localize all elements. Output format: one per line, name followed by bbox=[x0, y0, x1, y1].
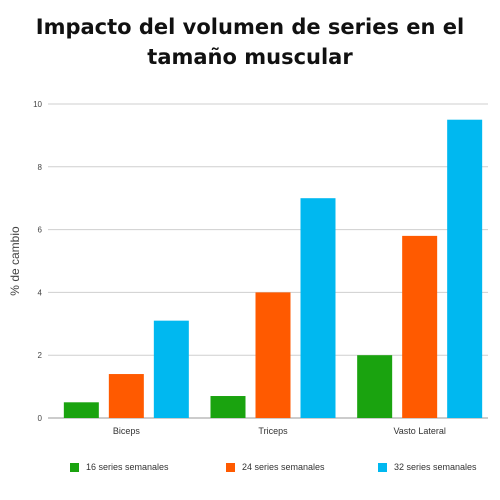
legend-label: 16 series semanales bbox=[86, 462, 169, 472]
bar-triceps-series-3 bbox=[300, 198, 336, 418]
y-tick-label-6: 6 bbox=[38, 226, 43, 235]
legend-swatch bbox=[378, 462, 387, 472]
bar-triceps-series-2 bbox=[255, 292, 291, 418]
chart-title-line-2: tamaño muscular bbox=[147, 45, 353, 69]
legend-item-series-3: 32 series semanales bbox=[378, 462, 477, 472]
chart-legend: 16 series semanales 24 series semanales 32… bbox=[0, 462, 500, 480]
chart-title: Impacto del volumen de series en el tama… bbox=[0, 12, 500, 72]
bar-triceps-series-1 bbox=[210, 396, 246, 418]
legend-swatch bbox=[226, 462, 235, 472]
x-tick-label-vasto-lateral: Vasto Lateral bbox=[393, 426, 445, 436]
bar-vasto-lateral-series-3 bbox=[447, 119, 483, 418]
legend-swatch bbox=[70, 462, 79, 472]
bar-biceps-series-2 bbox=[108, 374, 144, 418]
bar-biceps-series-1 bbox=[63, 402, 99, 418]
chart-title-line-1: Impacto del volumen de series en el bbox=[35, 15, 465, 39]
legend-label: 32 series semanales bbox=[394, 462, 477, 472]
legend-item-series-2: 24 series semanales bbox=[226, 462, 325, 472]
y-tick-label-0: 0 bbox=[38, 414, 43, 423]
x-tick-label-triceps: Triceps bbox=[258, 426, 288, 436]
bar-vasto-lateral-series-2 bbox=[402, 235, 438, 418]
y-axis-label: % de cambio bbox=[8, 226, 22, 296]
bar-vasto-lateral-series-1 bbox=[357, 355, 393, 418]
legend-item-series-1: 16 series semanales bbox=[70, 462, 169, 472]
y-tick-label-8: 8 bbox=[38, 163, 43, 172]
y-tick-label-2: 2 bbox=[38, 351, 43, 360]
x-tick-label-biceps: Biceps bbox=[113, 426, 141, 436]
y-tick-label-4: 4 bbox=[38, 288, 43, 297]
bar-biceps-series-3 bbox=[153, 320, 189, 418]
legend-label: 24 series semanales bbox=[242, 462, 325, 472]
y-tick-label-10: 10 bbox=[33, 100, 42, 109]
